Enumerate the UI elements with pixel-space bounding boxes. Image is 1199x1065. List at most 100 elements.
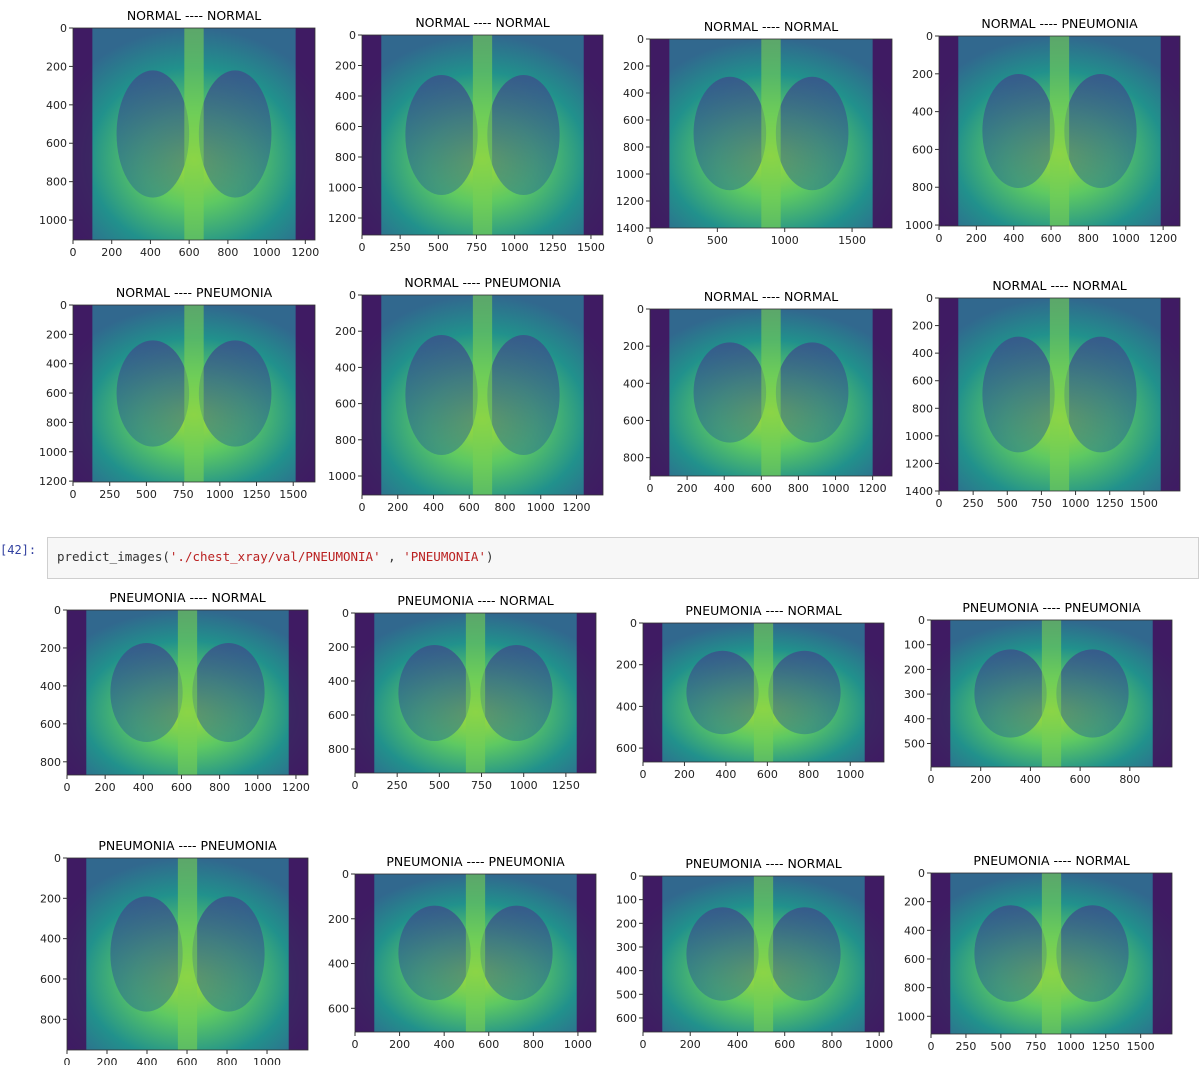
y-tick-label: 600 xyxy=(40,718,61,731)
lung xyxy=(768,650,841,735)
x-tick-label: 1250 xyxy=(539,241,567,254)
spine xyxy=(465,613,486,773)
lung xyxy=(974,649,1047,738)
image-edge xyxy=(643,623,663,762)
y-tick-label: 1000 xyxy=(905,430,933,443)
code: predict_images('./chest_xray/val/PNEUMON… xyxy=(57,549,494,564)
y-tick-label: 200 xyxy=(40,642,61,655)
image-edge xyxy=(864,623,884,762)
y-tick-label: 200 xyxy=(335,60,356,73)
lung xyxy=(487,75,560,195)
y-tick-label: 600 xyxy=(904,953,925,966)
lung xyxy=(1056,905,1129,1002)
y-tick-label: 1200 xyxy=(905,457,933,470)
code-cell[interactable]: predict_images('./chest_xray/val/PNEUMON… xyxy=(47,537,1199,579)
x-tick-label: 1200 xyxy=(291,246,319,259)
y-tick-label: 800 xyxy=(46,416,67,429)
y-tick-label: 200 xyxy=(623,60,644,73)
lung xyxy=(982,74,1055,188)
y-tick-label: 600 xyxy=(328,709,349,722)
y-tick-label: 0 xyxy=(54,852,61,865)
y-tick-label: 400 xyxy=(616,965,637,978)
subplot: PNEUMONIA ---- NORMAL 0 250 500 750 1000 1250 1… xyxy=(897,853,1173,1053)
subplot-title: PNEUMONIA ---- PNEUMONIA xyxy=(386,854,565,869)
y-tick-label: 200 xyxy=(46,60,67,73)
x-tick-label: 0 xyxy=(647,482,654,495)
image-frame xyxy=(649,308,893,477)
subplot-title: PNEUMONIA ---- NORMAL xyxy=(685,603,841,618)
spine xyxy=(184,305,204,482)
image-edge xyxy=(576,874,596,1032)
y-tick-label: 400 xyxy=(40,680,61,693)
x-tick-label: 1000 xyxy=(1112,232,1140,245)
lung xyxy=(116,340,190,447)
subplot-title: NORMAL ---- PNEUMONIA xyxy=(981,16,1138,31)
x-tick-label: 400 xyxy=(137,1056,158,1065)
lung xyxy=(405,75,478,195)
image-edge xyxy=(1152,620,1172,767)
subplot: PNEUMONIA ---- PNEUMONIA 0 200 400 600 800 100… xyxy=(328,854,597,1051)
spine xyxy=(177,858,198,1050)
x-tick-label: 250 xyxy=(387,779,408,792)
image-frame xyxy=(361,294,604,496)
image-edge xyxy=(931,873,951,1034)
x-tick-label: 800 xyxy=(1078,232,1099,245)
subplot-title: NORMAL ---- NORMAL xyxy=(415,15,549,30)
x-tick-label: 0 xyxy=(647,234,654,247)
x-tick-label: 600 xyxy=(751,482,772,495)
image-edge xyxy=(650,309,670,476)
y-tick-label: 1200 xyxy=(328,212,356,225)
lung xyxy=(775,76,849,191)
lung xyxy=(398,905,471,1001)
image-edge xyxy=(643,876,663,1032)
x-tick-label: 600 xyxy=(774,1038,795,1051)
y-tick-label: 400 xyxy=(46,99,67,112)
y-tick-label: 200 xyxy=(912,320,933,333)
spine xyxy=(1049,298,1070,491)
image-frame xyxy=(354,612,597,774)
y-tick-label: 400 xyxy=(912,347,933,360)
x-tick-label: 600 xyxy=(459,501,480,514)
x-tick-label: 1500 xyxy=(279,488,307,501)
lung xyxy=(1056,649,1129,738)
code-sep: , xyxy=(380,549,404,564)
x-tick-label: 400 xyxy=(727,1038,748,1051)
y-tick-label: 600 xyxy=(616,742,637,755)
y-tick-label: 200 xyxy=(904,663,925,676)
x-tick-label: 1200 xyxy=(859,482,887,495)
x-tick-label: 400 xyxy=(1020,773,1041,786)
x-tick-label: 800 xyxy=(523,1038,544,1051)
x-tick-label: 500 xyxy=(136,488,157,501)
x-tick-label: 200 xyxy=(387,501,408,514)
lung xyxy=(405,335,478,455)
y-tick-label: 500 xyxy=(616,988,637,1001)
image-frame xyxy=(354,873,597,1033)
y-tick-label: 1200 xyxy=(616,195,644,208)
x-tick-label: 600 xyxy=(177,1056,198,1065)
subplot-title: PNEUMONIA ---- PNEUMONIA xyxy=(962,600,1141,615)
x-tick-label: 600 xyxy=(179,246,200,259)
y-tick-label: 400 xyxy=(40,933,61,946)
y-tick-label: 0 xyxy=(60,299,67,312)
spine xyxy=(1041,620,1062,767)
y-tick-label: 0 xyxy=(349,289,356,302)
y-tick-label: 200 xyxy=(328,641,349,654)
y-tick-label: 1000 xyxy=(897,1010,925,1023)
image-edge xyxy=(939,36,959,226)
x-tick-label: 1000 xyxy=(822,482,850,495)
lung xyxy=(398,645,471,741)
x-tick-label: 1000 xyxy=(527,501,555,514)
subplot: PNEUMONIA ---- NORMAL 0 200 400 600 800 1000 12… xyxy=(40,590,310,794)
spine xyxy=(472,35,493,235)
y-tick-label: 800 xyxy=(40,1013,61,1026)
image-edge xyxy=(67,610,87,775)
x-tick-label: 200 xyxy=(101,246,122,259)
x-tick-label: 750 xyxy=(1031,497,1052,510)
image-edge xyxy=(362,35,382,235)
lung xyxy=(768,907,841,1001)
y-tick-label: 600 xyxy=(335,121,356,134)
y-tick-label: 800 xyxy=(623,452,644,465)
x-tick-label: 1500 xyxy=(1127,1040,1155,1053)
spine xyxy=(1041,873,1062,1034)
x-tick-label: 1000 xyxy=(836,768,864,781)
